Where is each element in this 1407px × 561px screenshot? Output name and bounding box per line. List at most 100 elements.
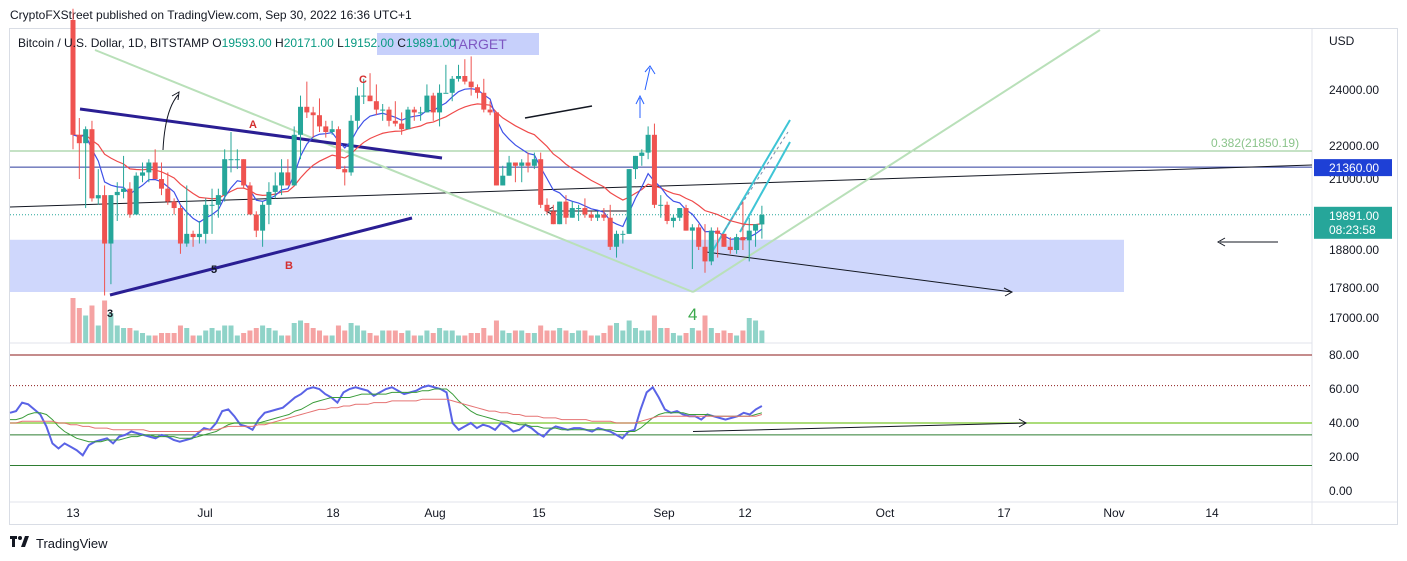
candle-body <box>121 188 127 192</box>
footer-brand: TradingView <box>36 536 108 551</box>
rsi-signal-line-green <box>10 388 763 443</box>
price-tick-label: 24000.00 <box>1329 83 1379 97</box>
candle-body <box>519 162 525 166</box>
volume-bar <box>544 330 550 343</box>
wave-label-5: 5 <box>211 264 217 276</box>
volume-bar <box>140 333 146 343</box>
candle-body <box>361 95 367 97</box>
candle-body <box>632 155 638 170</box>
candle-body <box>759 214 765 225</box>
candle-body <box>569 208 575 218</box>
volume-bar <box>177 325 183 343</box>
volume-bar <box>279 335 285 343</box>
target-label: TARGET <box>451 36 507 52</box>
candle-body <box>614 233 620 247</box>
volume-bar <box>418 335 424 343</box>
candle-body <box>323 126 329 132</box>
volume-bar <box>373 335 379 343</box>
time-tick-label: Sep <box>653 506 675 520</box>
volume-bar <box>569 333 575 343</box>
candle-body <box>689 227 695 231</box>
volume-bar <box>386 330 392 343</box>
volume-bar <box>222 325 228 343</box>
time-tick-label: 18 <box>326 506 340 520</box>
candle-body <box>108 195 114 244</box>
volume-bar <box>538 325 544 343</box>
volume-bar <box>348 323 354 343</box>
candle-body <box>133 175 139 215</box>
candle-body <box>266 191 272 205</box>
candle-body <box>203 204 209 234</box>
time-tick-label: 12 <box>738 506 752 520</box>
high-label: H <box>275 36 284 50</box>
blue-up-arrow-lower <box>635 94 645 118</box>
candle-body <box>620 233 626 235</box>
volume-bar <box>234 335 240 343</box>
candle-body <box>525 162 531 166</box>
candle-body <box>335 129 341 170</box>
volume-bar <box>70 298 76 343</box>
candle-body <box>702 246 708 262</box>
candle-body <box>595 214 601 218</box>
volume-bar <box>121 328 127 343</box>
candle-body <box>677 208 683 218</box>
candle-body <box>316 115 322 127</box>
candle-body <box>380 109 386 111</box>
candle-body <box>95 195 101 199</box>
chart-frame <box>9 28 1398 525</box>
candle-body <box>114 191 120 196</box>
candle-body <box>222 159 228 196</box>
open-label: O <box>212 36 222 50</box>
rsi-tick-label: 40.00 <box>1329 416 1359 430</box>
price-tick-label: 17000.00 <box>1329 311 1379 325</box>
time-tick-label: 15 <box>532 506 546 520</box>
volume-bar <box>696 330 702 343</box>
candle-body <box>658 204 664 206</box>
volume-bar <box>474 333 480 343</box>
candle-body <box>588 214 594 218</box>
volume-bar <box>670 333 676 343</box>
volume-bar <box>272 330 278 343</box>
candle-body <box>310 112 316 116</box>
volume-bar <box>456 335 462 343</box>
volume-bar <box>209 328 215 343</box>
candle-body <box>487 109 493 113</box>
volume-bar <box>721 330 727 343</box>
wave-label-c: C <box>359 74 367 86</box>
projection-arrowhead <box>1003 287 1014 297</box>
footer[interactable]: TradingView <box>10 536 108 551</box>
candle-body <box>405 109 411 130</box>
candle-body <box>418 112 424 114</box>
horizontal-trendline <box>9 164 1313 208</box>
volume-bar <box>95 325 101 343</box>
candle-body <box>76 134 82 144</box>
volume-bar <box>171 333 177 343</box>
candle-body <box>329 129 335 132</box>
volume-bar <box>114 325 120 343</box>
candle-body <box>512 162 518 166</box>
candle-body <box>715 230 721 234</box>
volume-bar <box>664 328 670 343</box>
volume-bar <box>645 330 651 343</box>
volume-bar <box>582 330 588 343</box>
time-tick-label: Oct <box>876 506 895 520</box>
candle-body <box>171 201 177 209</box>
volume-bar <box>310 328 316 343</box>
candle-body <box>683 208 689 231</box>
time-tick-label: 17 <box>997 506 1011 520</box>
candle-body <box>696 227 702 247</box>
candle-body <box>639 152 645 156</box>
fib-level-label: 0.382(21850.19) <box>1211 136 1299 150</box>
volume-bar <box>525 333 531 343</box>
volume-bar <box>493 320 499 343</box>
volume-bar <box>759 330 765 343</box>
resistance-badge-text: 21360.00 <box>1329 161 1379 175</box>
volume-bar <box>361 330 367 343</box>
volume-bar <box>746 318 752 343</box>
candle-body <box>260 204 266 231</box>
volume-bar <box>557 328 563 343</box>
volume-bar <box>354 325 360 343</box>
candle-body <box>70 20 76 135</box>
candle-body <box>386 109 392 121</box>
